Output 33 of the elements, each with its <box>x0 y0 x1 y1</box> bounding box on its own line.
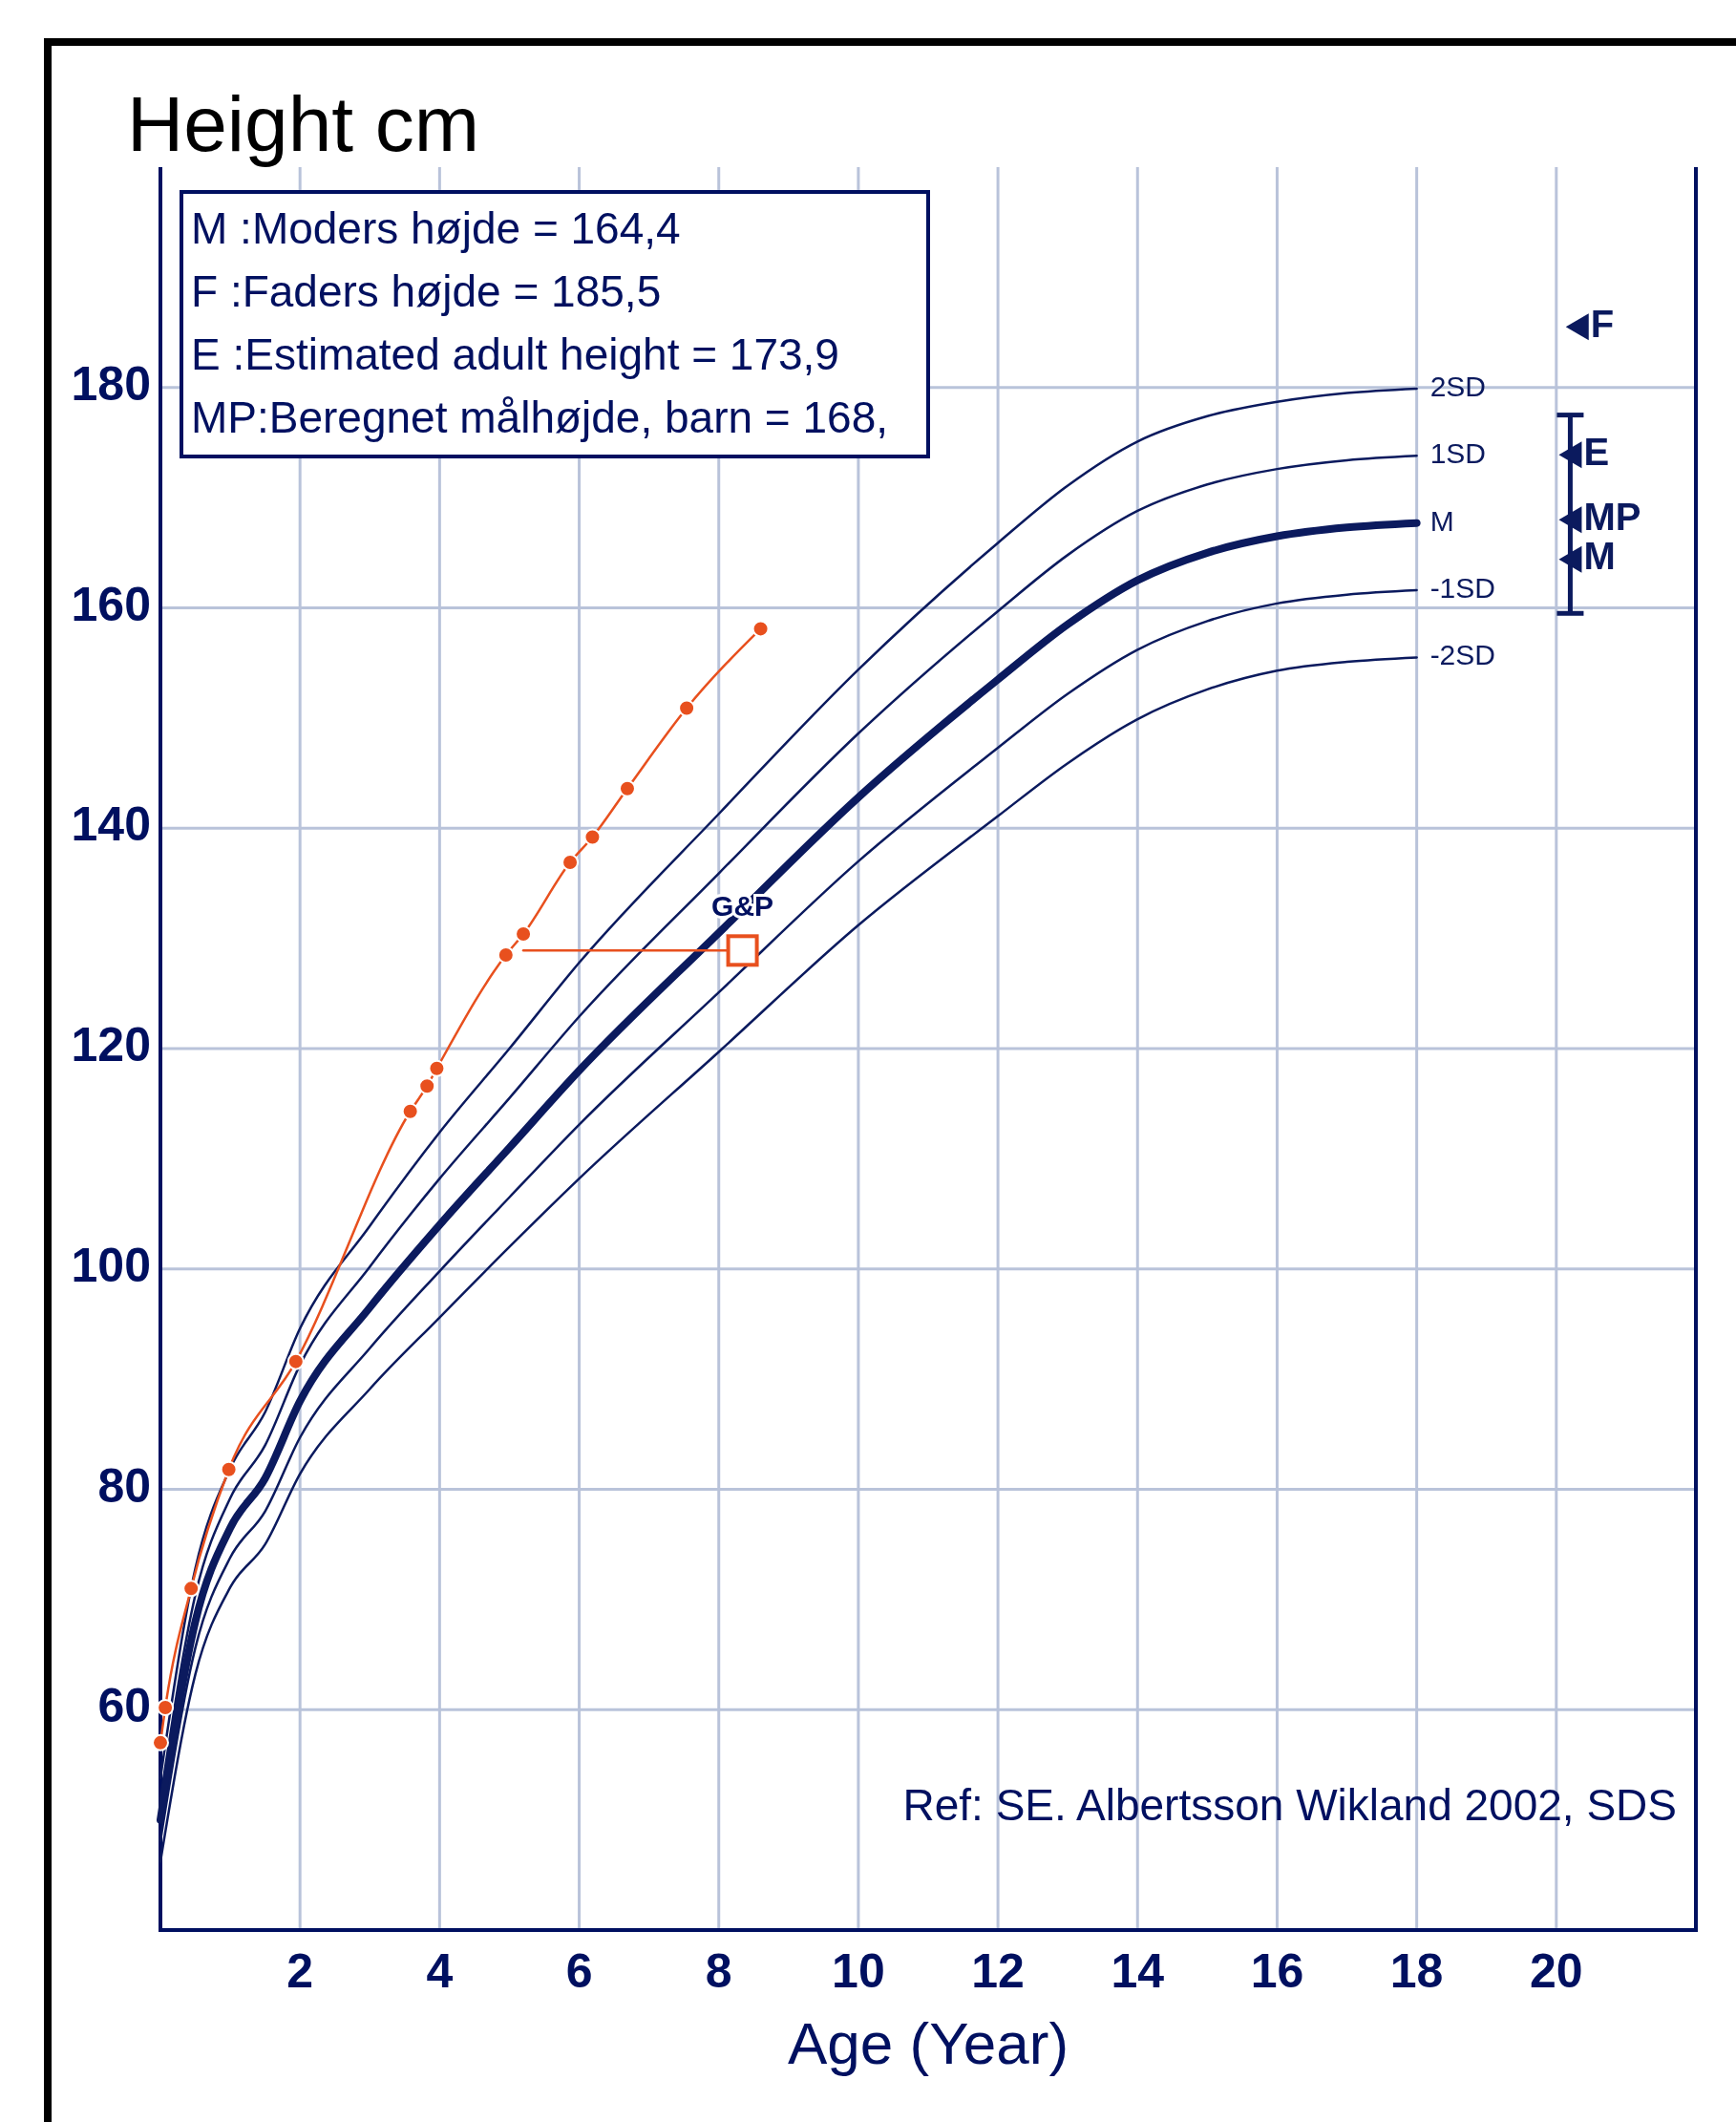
x-tick-label: 8 <box>705 1944 732 1998</box>
x-tick-label: 16 <box>1250 1944 1304 1998</box>
data-label: M <box>1583 535 1616 578</box>
annotation: MP:Beregnet målhøjde, barn = 168, <box>191 393 889 442</box>
y-tick-label: 160 <box>71 577 151 631</box>
x-tick-label: 12 <box>971 1944 1025 1998</box>
y-tick-label: 140 <box>71 797 151 852</box>
y-tick-label: 120 <box>71 1018 151 1072</box>
x-axis-title: Age (Year) <box>787 2010 1069 2076</box>
y-tick-label: 60 <box>97 1679 151 1733</box>
y-tick-label: 180 <box>71 356 151 411</box>
annotation: Ref: SE. Albertsson Wikland 2002, SDS <box>902 1779 1677 1830</box>
y-tick-label: 80 <box>97 1458 151 1513</box>
series-label: 2SD <box>1429 370 1486 402</box>
x-tick-label: 10 <box>832 1944 885 1998</box>
annotation: F :Faders højde = 185,5 <box>191 266 662 316</box>
annotation: M :Moders højde = 164,4 <box>191 203 681 253</box>
series-label: M <box>1429 504 1454 537</box>
annotation: E :Estimated adult height = 173,9 <box>191 329 839 379</box>
series-label: -1SD <box>1429 571 1495 604</box>
x-tick-label: 18 <box>1389 1944 1444 1998</box>
series-label: 1SD <box>1429 437 1486 470</box>
y-tick-label: 100 <box>71 1238 151 1292</box>
series-label: -2SD <box>1429 639 1495 671</box>
x-tick-label: 14 <box>1111 1944 1165 1998</box>
data-label: MP <box>1583 495 1641 538</box>
x-tick-label: 20 <box>1530 1944 1583 1998</box>
data-label: F <box>1590 302 1615 345</box>
chart-title: Height cm <box>127 80 480 167</box>
x-tick-label: 4 <box>426 1944 454 1998</box>
x-tick-label: 6 <box>565 1944 593 1998</box>
data-label: E <box>1583 430 1610 473</box>
x-tick-label: 2 <box>286 1944 314 1998</box>
